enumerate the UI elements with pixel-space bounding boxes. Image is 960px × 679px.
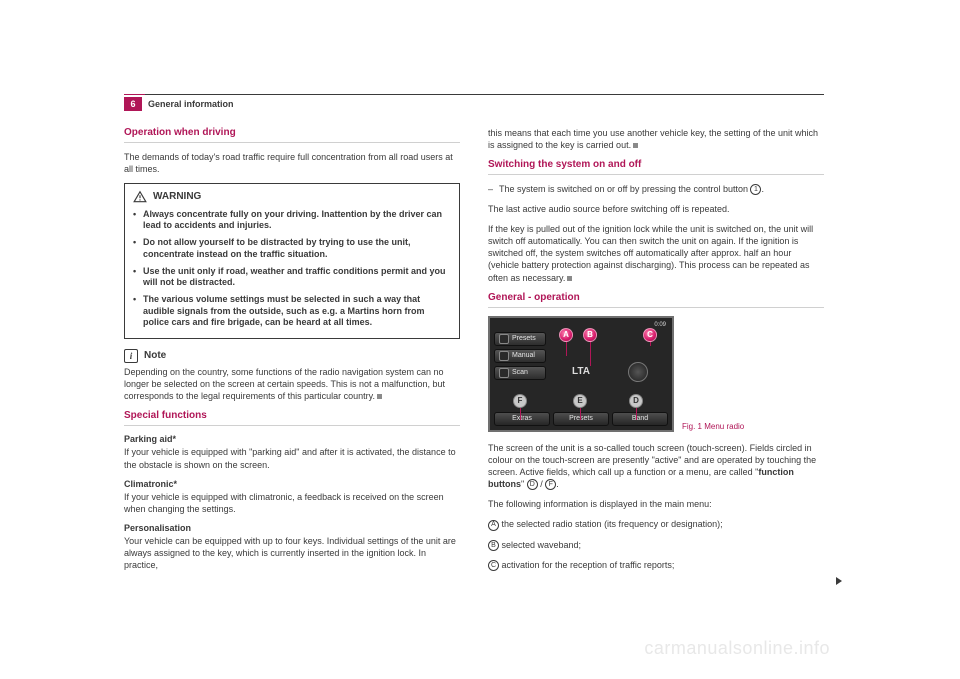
- marker-F: F: [513, 394, 527, 408]
- right-column: this means that each time you use anothe…: [488, 127, 824, 580]
- operation-intro: The demands of today's road traffic requ…: [124, 151, 460, 175]
- fig-btn-presets-b: Presets: [553, 412, 609, 426]
- personalisation-body: Your vehicle can be equipped with up to …: [124, 535, 460, 571]
- switch-body-1: The last active audio source before swit…: [488, 203, 824, 215]
- rule: [488, 307, 824, 308]
- heading-general: General - operation: [488, 292, 824, 303]
- marker-C: C: [643, 328, 657, 342]
- page-number: 6: [124, 97, 142, 111]
- warning-item: Use the unit only if road, weather and t…: [133, 266, 451, 289]
- header: 6 General information: [124, 97, 824, 111]
- fig-btn-manual: Manual: [494, 349, 546, 363]
- heading-special: Special functions: [124, 410, 460, 421]
- ref-1: 1: [750, 184, 761, 195]
- switch-body-2: If the key is pulled out of the ignition…: [488, 223, 824, 284]
- end-mark-icon: [377, 394, 382, 399]
- climatronic-body: If your vehicle is equipped with climatr…: [124, 491, 460, 515]
- columns: Operation when driving The demands of to…: [124, 127, 824, 580]
- note-text: Depending on the country, some functions…: [124, 367, 445, 401]
- marker-A-inline: A: [488, 520, 499, 531]
- warning-item: The various volume settings must be sele…: [133, 294, 451, 329]
- dash-icon: –: [488, 183, 493, 195]
- rule: [124, 142, 460, 143]
- page: 6 General information Operation when dri…: [124, 94, 824, 579]
- switch-item: – The system is switched on or off by pr…: [488, 183, 824, 195]
- warning-item: Do not allow yourself to be distracted b…: [133, 237, 451, 260]
- desc1c: ": [521, 479, 524, 489]
- carryover-span: this means that each time you use anothe…: [488, 128, 818, 150]
- end-mark-icon: [567, 276, 572, 281]
- label-B: selected waveband;: [499, 540, 581, 550]
- note-body: Depending on the country, some functions…: [124, 366, 460, 402]
- note-label: Note: [144, 350, 166, 361]
- fig-time: 0:09: [654, 322, 666, 328]
- fig-btn-scan: Scan: [494, 366, 546, 380]
- general-desc-1: The screen of the unit is a so-called to…: [488, 442, 824, 491]
- marker-B: B: [583, 328, 597, 342]
- switch-text-span: The system is switched on or off by pres…: [499, 184, 750, 194]
- label-A: the selected radio station (its frequenc…: [499, 519, 723, 529]
- header-rule: [124, 94, 824, 95]
- fig-btn-presets: Presets: [494, 332, 546, 346]
- warning-head: WARNING: [133, 190, 451, 204]
- heading-operation: Operation when driving: [124, 127, 460, 138]
- fig-lta: LTA: [572, 366, 590, 377]
- line-A: A the selected radio station (its freque…: [488, 518, 824, 530]
- figure-radio: 0:09 Presets Manual Scan LTA Extras Pres…: [488, 316, 674, 432]
- info-icon: i: [124, 349, 138, 363]
- warning-list: Always concentrate fully on your driving…: [133, 209, 451, 329]
- carryover-text: this means that each time you use anothe…: [488, 127, 824, 151]
- label-C: activation for the reception of traffic …: [499, 560, 674, 570]
- figure-caption: Fig. 1 Menu radio: [682, 422, 762, 432]
- header-title: General information: [148, 99, 234, 109]
- watermark: carmanualsonline.info: [644, 638, 830, 659]
- switch-body-2-span: If the key is pulled out of the ignition…: [488, 224, 813, 283]
- figure-block: 0:09 Presets Manual Scan LTA Extras Pres…: [488, 316, 824, 432]
- continue-arrow-icon: [836, 577, 842, 585]
- marker-E: E: [573, 394, 587, 408]
- heading-switching: Switching the system on and off: [488, 159, 824, 170]
- warning-label: WARNING: [153, 191, 201, 202]
- warning-item: Always concentrate fully on your driving…: [133, 209, 451, 232]
- warning-icon: [133, 190, 147, 204]
- rule: [488, 174, 824, 175]
- line-B: B selected waveband;: [488, 539, 824, 551]
- parking-body: If your vehicle is equipped with "parkin…: [124, 446, 460, 470]
- left-column: Operation when driving The demands of to…: [124, 127, 460, 580]
- fig-sidebar: Presets Manual Scan: [494, 332, 546, 380]
- climatronic-head: Climatronic*: [124, 479, 460, 489]
- rule: [124, 425, 460, 426]
- ref-F: F: [545, 479, 556, 490]
- note-head: i Note: [124, 349, 460, 363]
- personalisation-head: Personalisation: [124, 523, 460, 533]
- fig-btn-extras: Extras: [494, 412, 550, 426]
- marker-D: D: [629, 394, 643, 408]
- parking-head: Parking aid*: [124, 434, 460, 444]
- warning-box: WARNING Always concentrate fully on your…: [124, 183, 460, 339]
- ref-D: D: [527, 479, 538, 490]
- general-desc-2: The following information is displayed i…: [488, 498, 824, 510]
- fig-btn-band: Band: [612, 412, 668, 426]
- marker-B-inline: B: [488, 540, 499, 551]
- line-C: C activation for the reception of traffi…: [488, 559, 824, 571]
- marker-A: A: [559, 328, 573, 342]
- marker-C-inline: C: [488, 560, 499, 571]
- switch-text: The system is switched on or off by pres…: [499, 183, 764, 195]
- end-mark-icon: [633, 143, 638, 148]
- fig-dial: [628, 362, 648, 382]
